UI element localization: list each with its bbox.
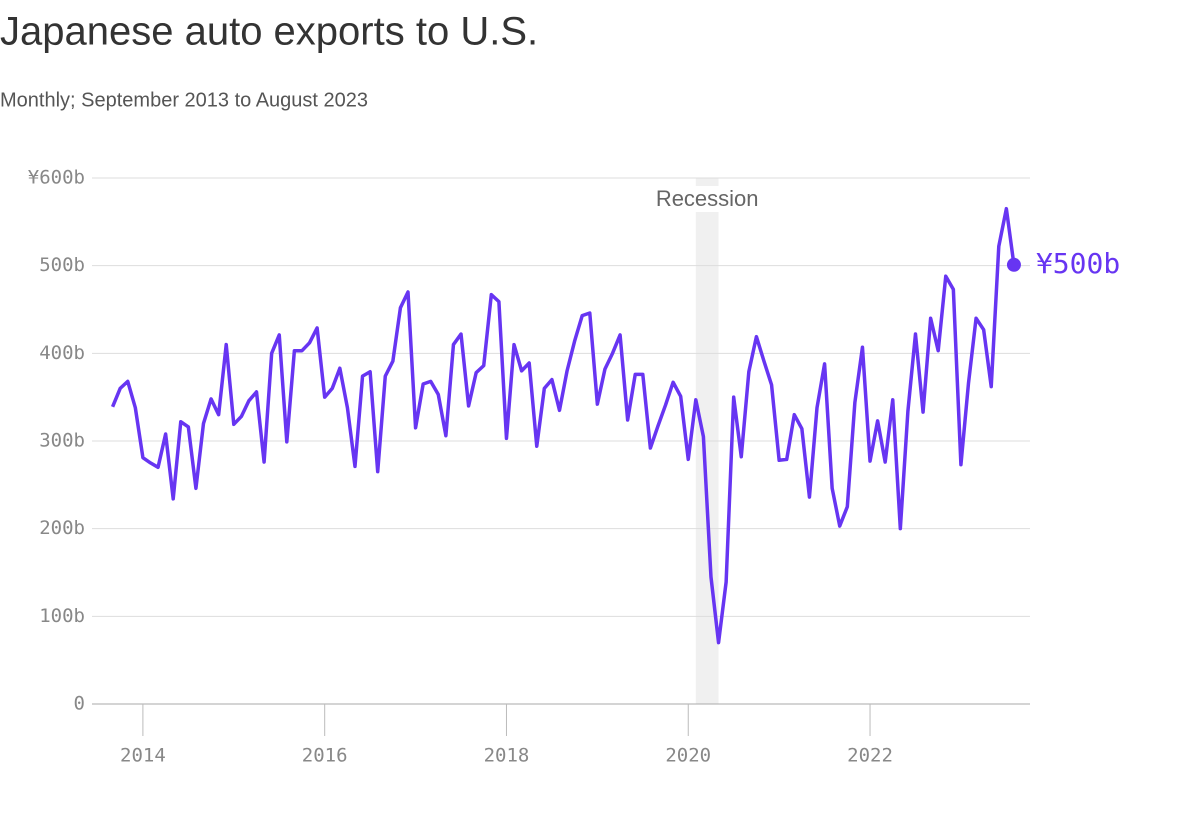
data-line — [110, 206, 1016, 645]
y-tick-label: ¥600b — [28, 167, 85, 189]
x-tick-label: 2022 — [847, 745, 893, 767]
y-tick-label: 200b — [39, 517, 85, 539]
end-dot — [1006, 257, 1021, 272]
y-tick-label: 100b — [39, 605, 85, 627]
x-tick-label: 2020 — [665, 745, 711, 767]
y-tick-label: 300b — [39, 430, 85, 452]
x-tick-label: 2018 — [484, 745, 530, 767]
y-tick-label: 400b — [39, 342, 85, 364]
x-tick-label: 2016 — [302, 745, 348, 767]
x-tick-label: 2014 — [120, 745, 166, 767]
y-tick-label: 500b — [39, 254, 85, 276]
chart-title: Japanese auto exports to U.S. — [0, 10, 538, 54]
recession-label: Recession — [656, 186, 759, 211]
value-label: ¥500b — [1036, 247, 1120, 280]
y-tick-label: 0 — [74, 693, 85, 715]
chart-subtitle: Monthly; September 2013 to August 2023 — [0, 89, 368, 111]
recession-label-bg — [645, 186, 770, 212]
